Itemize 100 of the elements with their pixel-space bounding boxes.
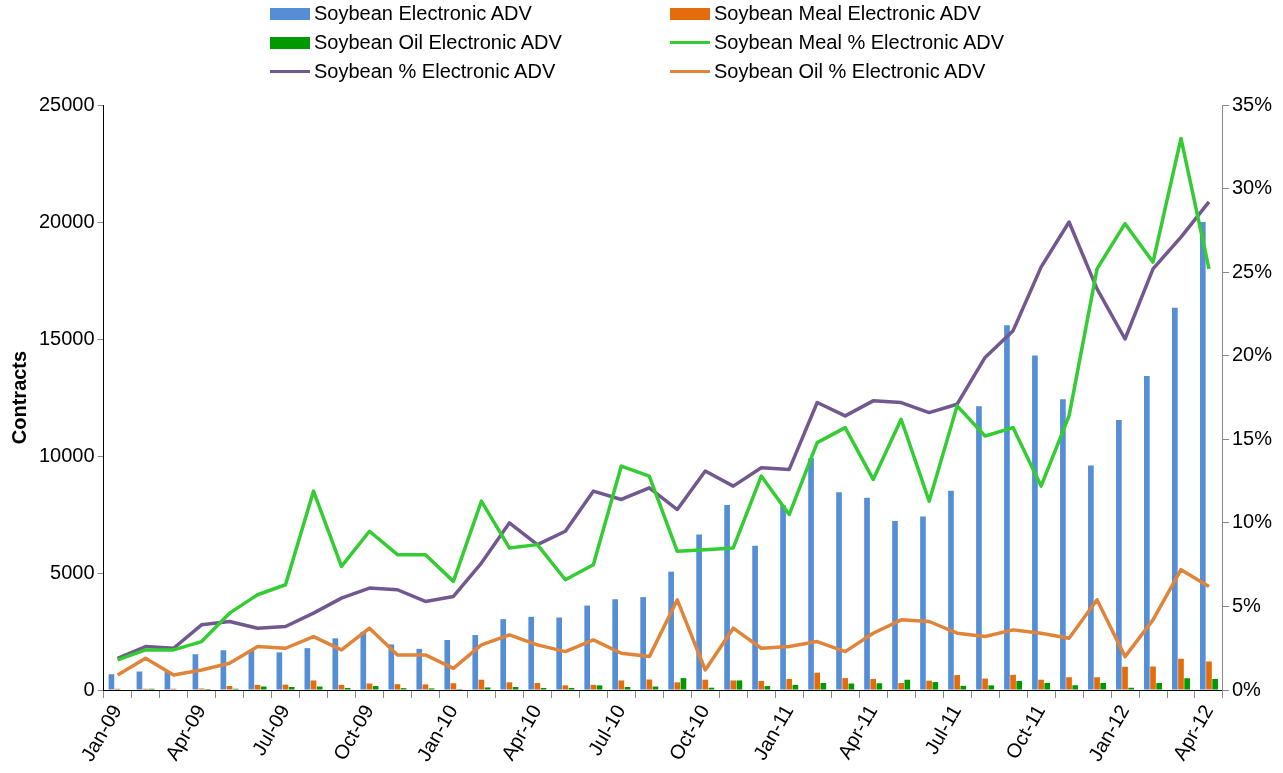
bar <box>1122 666 1128 690</box>
y-axis-title: Contracts <box>7 350 30 445</box>
bar <box>1156 683 1162 690</box>
y2-tick-label: 20% <box>1231 343 1273 366</box>
bar <box>332 638 339 690</box>
legend-label: Soybean Meal % Electronic ADV <box>714 31 1005 54</box>
bar <box>736 680 743 690</box>
y-tick-label: 10000 <box>38 443 95 466</box>
bar <box>304 648 311 690</box>
bar <box>696 534 702 690</box>
bar <box>618 680 625 690</box>
bar <box>730 680 737 690</box>
bar <box>668 571 674 690</box>
bar <box>954 675 960 690</box>
bar <box>864 497 870 690</box>
legend-label: Soybean Oil % Electronic ADV <box>714 60 986 83</box>
bar <box>904 679 911 690</box>
bar <box>310 680 317 690</box>
bar <box>528 616 535 690</box>
bar <box>842 678 849 690</box>
bar <box>288 687 295 690</box>
bar <box>724 504 730 690</box>
bar <box>478 679 485 690</box>
bar <box>1199 222 1206 690</box>
bar <box>1172 307 1178 690</box>
bar <box>394 684 401 690</box>
bar <box>960 685 967 690</box>
bar <box>836 492 842 690</box>
bar <box>1004 325 1010 690</box>
bar <box>792 684 799 690</box>
y-tick-label: 5000 <box>50 560 95 583</box>
bar <box>360 631 367 690</box>
y2-tick-label: 10% <box>1231 510 1273 533</box>
y2-tick-label: 25% <box>1231 259 1273 282</box>
bar <box>226 686 233 690</box>
bar <box>640 597 646 690</box>
bar <box>372 686 379 690</box>
bar <box>814 672 821 690</box>
bar <box>416 648 423 690</box>
bar <box>584 605 591 690</box>
y2-tick-label: 30% <box>1231 176 1273 199</box>
legend-label: Soybean % Electronic ADV <box>314 60 556 83</box>
bar <box>1100 683 1107 690</box>
bar <box>450 683 457 690</box>
bar <box>276 652 283 690</box>
bar <box>876 683 883 690</box>
bar <box>674 682 681 690</box>
bar <box>260 686 267 690</box>
bar <box>1066 677 1072 690</box>
bar <box>758 680 765 690</box>
bar <box>1116 419 1122 690</box>
bar <box>506 682 513 690</box>
bar <box>1032 355 1038 690</box>
bar <box>534 683 541 690</box>
bar <box>1016 680 1023 690</box>
y-tick-label: 0 <box>83 677 95 700</box>
bar <box>898 683 904 690</box>
y-tick-label: 25000 <box>38 92 95 115</box>
bar <box>612 599 618 690</box>
bar <box>472 635 479 690</box>
bar <box>948 490 954 690</box>
bar <box>848 683 855 690</box>
bar <box>1072 685 1079 690</box>
bar <box>786 679 793 690</box>
bar <box>808 458 814 690</box>
bar <box>1038 679 1044 690</box>
legend-label: Soybean Electronic ADV <box>314 2 532 25</box>
bar <box>1044 683 1051 690</box>
bar <box>1184 678 1190 690</box>
bar <box>366 683 373 690</box>
y2-tick-label: 15% <box>1231 426 1273 449</box>
bar <box>1088 465 1094 690</box>
bar <box>624 687 631 690</box>
legend-label: Soybean Meal Electronic ADV <box>714 2 981 25</box>
bar <box>820 683 827 690</box>
bar <box>422 684 429 690</box>
bar <box>1178 658 1184 690</box>
bar <box>702 679 709 690</box>
legend-label: Soybean Oil Electronic ADV <box>314 31 562 54</box>
bar <box>982 678 988 690</box>
bar <box>1094 677 1100 690</box>
y-tick-label: 20000 <box>38 209 95 232</box>
bar <box>1144 375 1150 690</box>
y2-tick-label: 5% <box>1231 593 1262 616</box>
bar <box>590 684 597 690</box>
y2-tick-label: 0% <box>1231 677 1262 700</box>
bar <box>680 678 687 690</box>
bar <box>108 674 115 690</box>
y2-tick-label: 35% <box>1231 92 1273 115</box>
bar <box>338 684 345 690</box>
bar <box>1010 674 1016 690</box>
bar <box>562 685 569 690</box>
bar <box>780 505 786 690</box>
bar <box>892 521 898 690</box>
bar <box>752 545 758 690</box>
bar <box>500 619 507 690</box>
bar <box>988 685 995 690</box>
y-tick-label: 15000 <box>38 326 95 349</box>
bar <box>484 687 491 690</box>
bar <box>1212 679 1218 690</box>
